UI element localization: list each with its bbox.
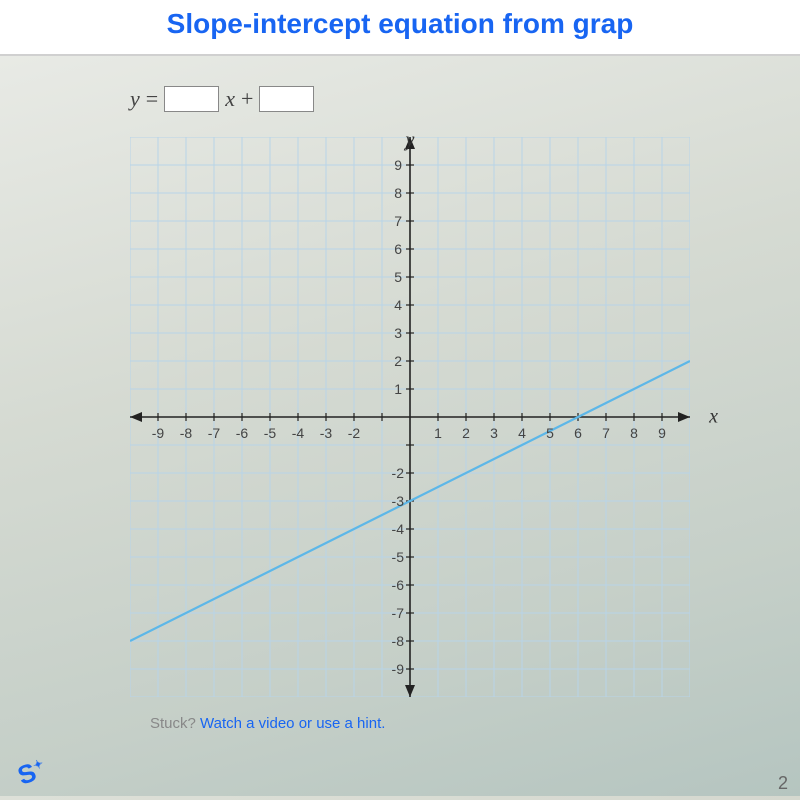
tick-label: -8 bbox=[392, 633, 404, 649]
tick-label: 4 bbox=[394, 297, 402, 313]
tick-label: -4 bbox=[292, 425, 304, 441]
tick-label: 4 bbox=[518, 425, 526, 441]
equation-lhs: y bbox=[130, 86, 140, 112]
tick-label: -3 bbox=[320, 425, 332, 441]
tick-label: -3 bbox=[392, 493, 404, 509]
tick-label: 9 bbox=[394, 157, 402, 173]
tick-label: -9 bbox=[392, 661, 404, 677]
tick-label: 5 bbox=[546, 425, 554, 441]
tick-label: -9 bbox=[152, 425, 164, 441]
slope-input[interactable] bbox=[164, 86, 219, 112]
page-number: 2 bbox=[778, 773, 788, 794]
equation-equals: = bbox=[146, 86, 158, 112]
tick-label: 3 bbox=[394, 325, 402, 341]
tick-label: -8 bbox=[180, 425, 192, 441]
tick-label: 7 bbox=[602, 425, 610, 441]
tick-label: -6 bbox=[392, 577, 404, 593]
equation-var-x: x bbox=[225, 86, 235, 112]
tick-label: 7 bbox=[394, 213, 402, 229]
tick-label: 8 bbox=[630, 425, 638, 441]
hint-row: Stuck? Watch a video or use a hint. bbox=[150, 715, 790, 732]
tick-label: 8 bbox=[394, 185, 402, 201]
y-axis-label: y bbox=[406, 129, 415, 152]
tick-label: -2 bbox=[348, 425, 360, 441]
tick-label: -7 bbox=[208, 425, 220, 441]
page-title: Slope-intercept equation from grap bbox=[0, 0, 800, 56]
hint-prefix: Stuck? bbox=[150, 715, 200, 732]
tick-label: -5 bbox=[392, 549, 404, 565]
tick-label: 2 bbox=[462, 425, 470, 441]
tick-label: -2 bbox=[392, 465, 404, 481]
intercept-input[interactable] bbox=[259, 86, 314, 112]
tick-label: -4 bbox=[392, 521, 404, 537]
x-axis-label: x bbox=[709, 406, 718, 429]
tick-label: 5 bbox=[394, 269, 402, 285]
hint-link[interactable]: Watch a video or use a hint. bbox=[200, 715, 385, 732]
equation-plus: + bbox=[241, 86, 253, 112]
coordinate-graph: y x 123456789-2-3-4-5-6-7-8-9123456789-9… bbox=[130, 137, 690, 697]
tick-label: 1 bbox=[434, 425, 442, 441]
tick-label: 1 bbox=[394, 381, 402, 397]
equation-row: y = x + bbox=[130, 86, 790, 112]
tick-label: 9 bbox=[658, 425, 666, 441]
chart-svg bbox=[130, 137, 690, 697]
content-area: y = x + y x 1 2 3 4 5 6 7 8 9 -2 -3 -4 -5 -6 -7 -8 -9 1 2 3… bbox=[0, 56, 800, 796]
tick-label: -7 bbox=[392, 605, 404, 621]
tick-label: 6 bbox=[394, 241, 402, 257]
tick-label: 2 bbox=[394, 353, 402, 369]
tick-label: 3 bbox=[490, 425, 498, 441]
tick-label: 6 bbox=[574, 425, 582, 441]
tick-label: -6 bbox=[236, 425, 248, 441]
tick-label: -5 bbox=[264, 425, 276, 441]
app-container: Slope-intercept equation from grap y = x… bbox=[0, 0, 800, 800]
